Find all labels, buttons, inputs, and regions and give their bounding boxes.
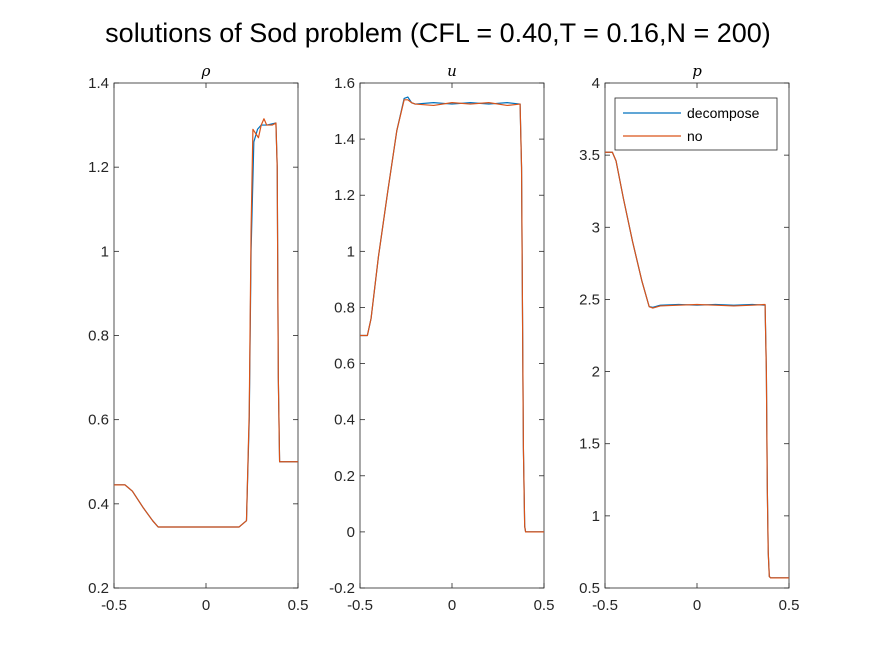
y-tick-label: 4 <box>592 75 600 92</box>
y-tick-label: 0.6 <box>334 356 355 373</box>
x-tick-label: 0.5 <box>534 597 555 614</box>
x-tick-label: 0 <box>693 597 701 614</box>
figure-title: solutions of Sod problem (CFL = 0.40,T =… <box>105 18 771 48</box>
x-tick-label: 0 <box>202 597 210 614</box>
subplot-2: p 0.5 1 1.5 2 2.5 3 3.5 4 -0.5 0 0.5 decompose no <box>579 62 799 614</box>
subplot-title: p <box>692 62 702 80</box>
x-tick-label: -0.5 <box>101 597 127 614</box>
subplot-1: u -0.2 0 0.2 0.4 0.6 0.8 1 1.2 1.4 1.6 -0.5 0 0.5 <box>329 62 554 614</box>
subplot-grid: ρ 0.2 0.4 0.6 0.8 1 1.2 1.4 -0.5 0 0.5 u -0.2 0 0.2 0.4… <box>88 62 799 614</box>
subplot-title: ρ <box>201 62 211 80</box>
legend-box <box>614 97 778 151</box>
y-tick-label: 3.5 <box>579 147 600 164</box>
y-tick-label: -0.2 <box>329 580 355 597</box>
x-tick-label: 0 <box>448 597 456 614</box>
y-tick-label: 2 <box>592 364 600 381</box>
series-line-no <box>360 99 544 533</box>
axes-frame <box>604 82 790 589</box>
axes-frame <box>113 82 299 589</box>
legend: decompose no <box>614 97 778 151</box>
y-tick-label: 0.8 <box>334 299 355 316</box>
y-tick-label: 1.6 <box>334 75 355 92</box>
y-tick-label: 0.4 <box>88 496 109 513</box>
x-tick-label: -0.5 <box>592 597 618 614</box>
y-tick-label: 1.2 <box>88 159 109 176</box>
axes-frame <box>359 82 545 589</box>
legend-label-no: no <box>687 128 703 144</box>
y-tick-label: 0.2 <box>88 580 109 597</box>
series-line-no <box>114 118 298 528</box>
subplot-0: ρ 0.2 0.4 0.6 0.8 1 1.2 1.4 -0.5 0 0.5 <box>88 62 308 614</box>
y-tick-label: 2.5 <box>579 291 600 308</box>
y-tick-label: 1 <box>592 508 600 525</box>
x-tick-label: 0.5 <box>779 597 800 614</box>
y-tick-label: 0.8 <box>88 328 109 345</box>
y-tick-label: 1 <box>347 243 355 260</box>
y-tick-label: 0.6 <box>88 412 109 429</box>
legend-label-decompose: decompose <box>687 105 760 121</box>
y-tick-label: 0.4 <box>334 412 355 429</box>
y-tick-label: 0.5 <box>579 580 600 597</box>
x-tick-label: 0.5 <box>288 597 309 614</box>
y-tick-label: 1.4 <box>334 131 355 148</box>
x-tick-label: -0.5 <box>347 597 373 614</box>
y-tick-label: 1.2 <box>334 187 355 204</box>
y-tick-label: 1.5 <box>579 436 600 453</box>
y-tick-label: 1 <box>101 243 109 260</box>
subplot-title: u <box>447 62 457 80</box>
y-tick-label: 3 <box>592 219 600 236</box>
series-line-no <box>605 151 789 579</box>
y-tick-label: 0 <box>347 524 355 541</box>
y-tick-label: 1.4 <box>88 75 109 92</box>
y-tick-label: 0.2 <box>334 468 355 485</box>
